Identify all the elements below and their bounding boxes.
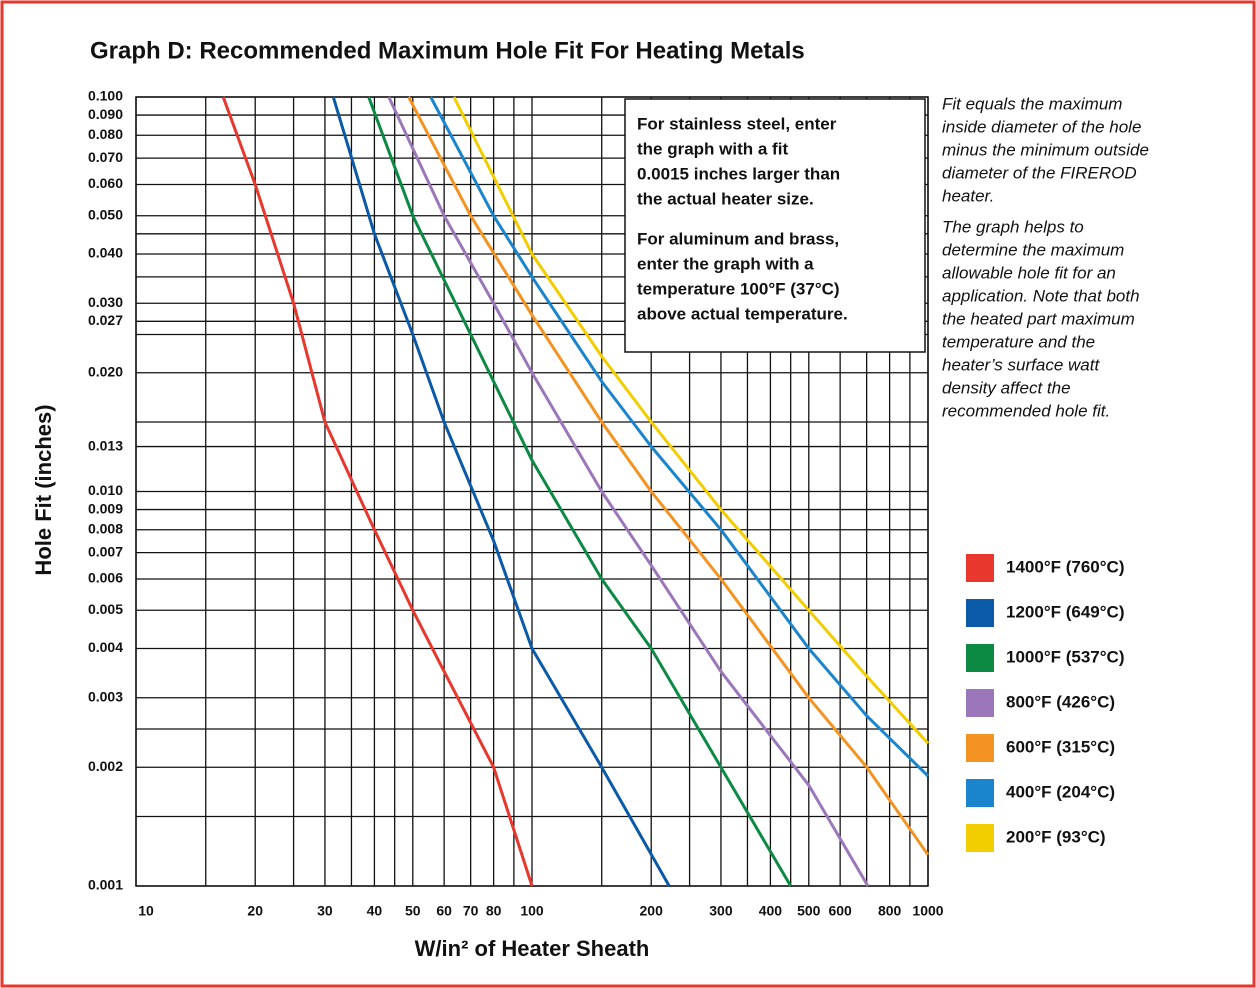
- x-tick-label: 20: [247, 903, 263, 919]
- x-axis-title: W/in² of Heater Sheath: [415, 936, 650, 961]
- side-note: temperature and the: [942, 332, 1095, 351]
- side-note: application. Note that both: [942, 286, 1140, 305]
- y-tick-label: 0.030: [88, 294, 123, 310]
- x-tick-label: 600: [828, 903, 852, 919]
- y-tick-label: 0.001: [88, 877, 123, 893]
- side-note: diameter of the FIREROD: [942, 163, 1137, 182]
- y-tick-label: 0.006: [88, 570, 123, 586]
- annotation-text: above actual temperature.: [637, 304, 848, 323]
- legend-swatch: [966, 734, 994, 762]
- side-note: Fit equals the maximum: [942, 94, 1122, 113]
- legend-swatch: [966, 824, 994, 852]
- annotation-text: the graph with a fit: [637, 139, 788, 158]
- y-tick-label: 0.010: [88, 482, 123, 498]
- y-tick-label: 0.007: [88, 543, 123, 559]
- legend-swatch: [966, 779, 994, 807]
- side-note: density affect the: [942, 378, 1071, 397]
- side-note: heater’s surface watt: [942, 355, 1100, 374]
- y-tick-label: 0.020: [88, 363, 123, 379]
- y-tick-label: 0.080: [88, 126, 123, 142]
- side-note: The graph helps to: [942, 217, 1084, 236]
- annotation-text: 0.0015 inches larger than: [637, 164, 840, 183]
- legend-swatch: [966, 554, 994, 582]
- y-tick-label: 0.003: [88, 688, 123, 704]
- legend-label: 1000°F (537°C): [1006, 647, 1125, 666]
- x-tick-label: 50: [405, 903, 421, 919]
- y-tick-label: 0.008: [88, 520, 123, 536]
- y-tick-label: 0.090: [88, 106, 123, 122]
- legend-swatch: [966, 689, 994, 717]
- legend-label: 1200°F (649°C): [1006, 602, 1125, 621]
- x-tick-label: 80: [486, 903, 502, 919]
- series-line: [367, 96, 792, 887]
- series-line: [331, 96, 671, 887]
- annotation-text: temperature 100°F (37°C): [637, 279, 840, 298]
- annotation-text: the actual heater size.: [637, 189, 814, 208]
- legend-label: 800°F (426°C): [1006, 692, 1115, 711]
- x-tick-label: 10: [138, 903, 154, 919]
- series-line: [221, 96, 534, 887]
- y-tick-label: 0.009: [88, 500, 123, 516]
- y-tick-label: 0.060: [88, 175, 123, 191]
- annotation-text: enter the graph with a: [637, 254, 814, 273]
- side-note: minus the minimum outside: [942, 140, 1149, 159]
- x-tick-label: 30: [317, 903, 333, 919]
- side-note: recommended hole fit.: [942, 401, 1110, 420]
- x-tick-label: 800: [878, 903, 902, 919]
- annotation-text: For aluminum and brass,: [637, 229, 839, 248]
- side-note: determine the maximum: [942, 240, 1124, 259]
- x-tick-label: 100: [520, 903, 544, 919]
- legend-swatch: [966, 644, 994, 672]
- x-tick-label: 500: [797, 903, 821, 919]
- y-tick-label: 0.005: [88, 601, 123, 617]
- y-tick-label: 0.070: [88, 149, 123, 165]
- legend-label: 600°F (315°C): [1006, 737, 1115, 756]
- y-tick-label: 0.013: [88, 437, 123, 453]
- legend-swatch: [966, 599, 994, 627]
- side-note: allowable hole fit for an: [942, 263, 1116, 282]
- annotation-text: For stainless steel, enter: [637, 114, 837, 133]
- side-note: inside diameter of the hole: [942, 117, 1141, 136]
- x-tick-label: 60: [436, 903, 452, 919]
- y-tick-label: 0.027: [88, 312, 123, 328]
- side-note: the heated part maximum: [942, 309, 1135, 328]
- x-tick-label: 70: [463, 903, 479, 919]
- legend-label: 200°F (93°C): [1006, 827, 1106, 846]
- x-tick-label: 40: [367, 903, 383, 919]
- x-tick-label: 400: [759, 903, 783, 919]
- x-tick-label: 300: [709, 903, 733, 919]
- x-tick-label: 200: [640, 903, 664, 919]
- legend-label: 1400°F (760°C): [1006, 557, 1125, 576]
- series-line: [407, 96, 930, 856]
- series-line: [429, 96, 930, 778]
- side-note: heater.: [942, 186, 994, 205]
- y-tick-label: 0.002: [88, 758, 123, 774]
- series-line: [387, 96, 870, 887]
- y-tick-label: 0.050: [88, 206, 123, 222]
- annotation-box: [624, 98, 926, 353]
- y-tick-label: 0.004: [88, 639, 123, 655]
- y-tick-label: 0.100: [88, 88, 123, 104]
- y-axis-title: Hole Fit (inches): [31, 404, 56, 575]
- y-tick-label: 0.040: [88, 245, 123, 261]
- series-line: [452, 96, 930, 745]
- x-tick-label: 1000: [912, 903, 943, 919]
- chart-title: Graph D: Recommended Maximum Hole Fit Fo…: [90, 37, 805, 64]
- legend-label: 400°F (204°C): [1006, 782, 1115, 801]
